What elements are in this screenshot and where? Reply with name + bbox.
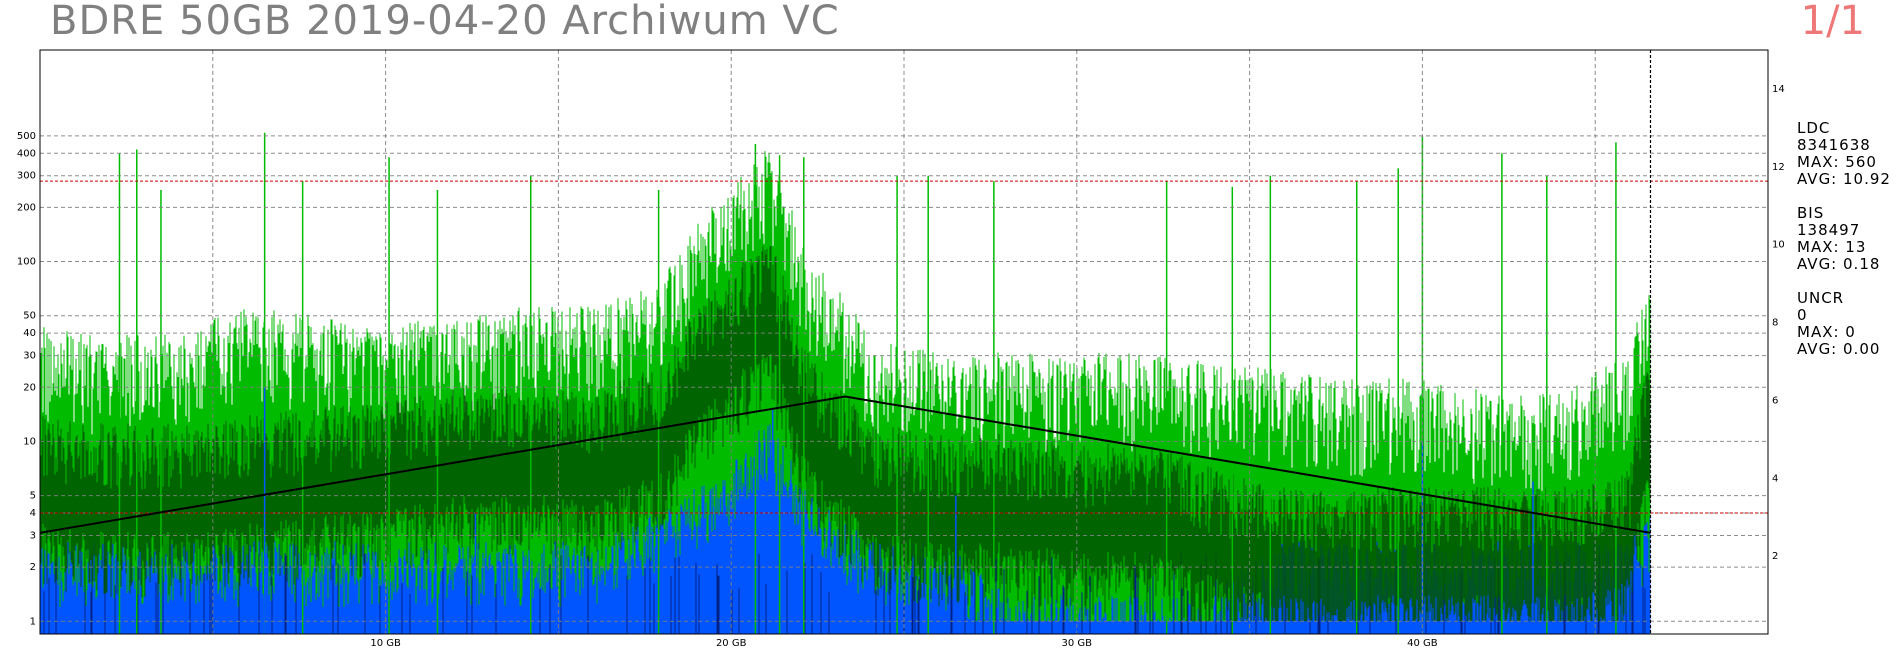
y2-tick-label: 14 <box>1772 84 1785 95</box>
bis-name: BIS <box>1797 204 1825 222</box>
bis-count: 138497 <box>1797 221 1861 239</box>
y-tick-label: 4 <box>30 508 36 519</box>
y-tick-label: 50 <box>23 311 36 322</box>
y-tick-label: 100 <box>17 257 36 268</box>
y2-tick-label: 8 <box>1772 318 1778 329</box>
uncr-stats: UNCR 0 MAX: 0 AVG: 0.00 <box>1797 290 1891 358</box>
y-tick-label: 200 <box>17 202 36 213</box>
y-tick-label: 400 <box>17 148 36 159</box>
ldc-name: LDC <box>1797 119 1831 137</box>
y-tick-label: 500 <box>17 131 36 142</box>
stats-panel: LDC 8341638 MAX: 560 AVG: 10.92 BIS 1384… <box>1797 120 1891 375</box>
y-tick-label: 1 <box>30 616 36 627</box>
bis-stats: BIS 138497 MAX: 13 AVG: 0.18 <box>1797 205 1891 273</box>
speed-line <box>39 395 1651 534</box>
x-tick-label: 40 GB <box>1407 638 1438 649</box>
x-tick-label: 10 GB <box>370 638 401 649</box>
uncr-name: UNCR <box>1797 289 1845 307</box>
x-tick-label: 20 GB <box>716 638 747 649</box>
y2-tick-label: 2 <box>1772 551 1778 562</box>
bis-max: MAX: 13 <box>1797 238 1867 256</box>
uncr-count: 0 <box>1797 306 1808 324</box>
y2-tick-label: 4 <box>1772 473 1778 484</box>
uncr-max: MAX: 0 <box>1797 323 1856 341</box>
y-tick-label: 5 <box>30 491 36 502</box>
ldc-avg: AVG: 10.92 <box>1797 170 1891 188</box>
ldc-stats: LDC 8341638 MAX: 560 AVG: 10.92 <box>1797 120 1891 188</box>
y2-tick-label: 10 <box>1772 240 1785 251</box>
y-tick-label: 10 <box>23 436 36 447</box>
y-tick-label: 30 <box>23 351 36 362</box>
ldc-max: MAX: 560 <box>1797 153 1877 171</box>
page-indicator: 1/1 <box>1800 0 1865 44</box>
y-tick-label: 40 <box>23 328 36 339</box>
y2-tick-label: 12 <box>1772 162 1785 173</box>
bis-avg: AVG: 0.18 <box>1797 255 1881 273</box>
y-tick-label: 2 <box>30 562 36 573</box>
y-tick-label: 300 <box>17 171 36 182</box>
chart-title: BDRE 50GB 2019-04-20 Archiwum VC <box>50 0 840 44</box>
uncr-avg: AVG: 0.00 <box>1797 340 1881 358</box>
ldc-count: 8341638 <box>1797 136 1871 154</box>
y-tick-label: 20 <box>23 382 36 393</box>
plot-frame <box>39 49 1769 635</box>
y-tick-label: 3 <box>30 530 36 541</box>
x-tick-label: 30 GB <box>1062 638 1093 649</box>
y2-tick-label: 6 <box>1772 395 1778 406</box>
